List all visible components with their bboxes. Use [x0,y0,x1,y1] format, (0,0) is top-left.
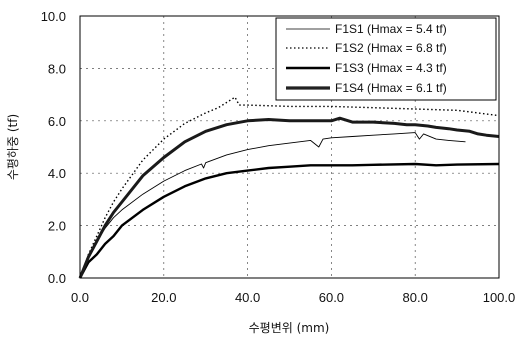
y-tick-label: 8.0 [48,61,66,76]
y-tick-labels: 0.0 2.0 4.0 6.0 8.0 10.0 [41,9,66,286]
series-lines [78,96,500,279]
x-tick-label: 0.0 [71,290,89,305]
legend-label-f1s1: F1S1 (Hmax = 5.4 tf) [335,22,447,36]
y-tick-label: 6.0 [48,114,66,129]
y-tick-label: 10.0 [41,9,66,24]
legend-label-f1s2: F1S2 (Hmax = 6.8 tf) [335,41,447,55]
legend-label-f1s3: F1S3 (Hmax = 4.3 tf) [335,61,447,75]
x-axis-title: 수평변위 (mm) [249,321,330,335]
legend-label-f1s4: F1S4 (Hmax = 6.1 tf) [335,81,447,95]
y-axis-title: 수평하중 (tf) [6,114,20,180]
series-line-3 [78,162,500,279]
x-tick-label: 100.0 [483,290,516,305]
y-tick-label: 0.0 [48,271,66,286]
x-tick-label: 60.0 [319,290,344,305]
x-tick-label: 40.0 [235,290,260,305]
legend: F1S1 (Hmax = 5.4 tf) F1S2 (Hmax = 6.8 tf… [275,17,497,101]
series-line-1 [79,132,466,279]
x-tick-labels: 0.0 20.0 40.0 60.0 80.0 100.0 [71,290,515,305]
y-tick-label: 2.0 [48,219,66,234]
x-tick-label: 80.0 [403,290,428,305]
x-tick-label: 20.0 [151,290,176,305]
legend-box [275,17,497,101]
series-line-2 [79,96,500,279]
series-line-4 [78,116,500,279]
y-tick-label: 4.0 [48,166,66,181]
plot-frame [79,15,500,279]
